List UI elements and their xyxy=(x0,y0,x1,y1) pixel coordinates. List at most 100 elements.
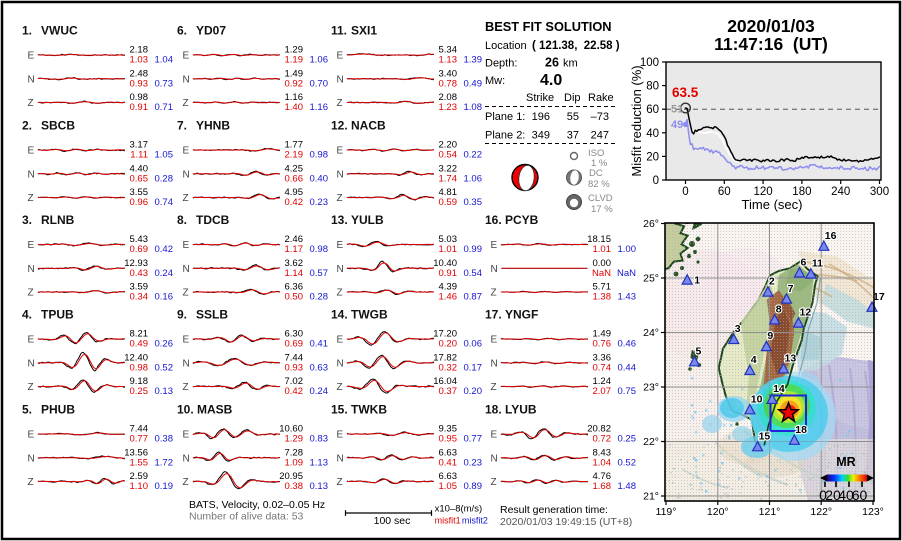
svg-text:0.13: 0.13 xyxy=(310,481,329,492)
svg-text:0.06: 0.06 xyxy=(464,339,483,350)
svg-text:0.52: 0.52 xyxy=(618,457,637,468)
svg-text:18.15: 18.15 xyxy=(587,234,611,245)
svg-text:N: N xyxy=(28,169,35,180)
svg-text:N: N xyxy=(28,264,35,275)
svg-text:121°: 121° xyxy=(759,506,781,518)
svg-text:0.38: 0.38 xyxy=(285,481,304,492)
svg-text:YHNB: YHNB xyxy=(196,119,230,133)
svg-text:6: 6 xyxy=(801,257,807,269)
svg-text:37: 37 xyxy=(567,130,579,142)
svg-text:RLNB: RLNB xyxy=(41,213,75,227)
svg-text:1.77: 1.77 xyxy=(285,140,304,151)
svg-text:Z: Z xyxy=(337,477,343,488)
svg-text:1.74: 1.74 xyxy=(439,173,458,184)
svg-text:13: 13 xyxy=(785,353,797,365)
svg-text:Dip: Dip xyxy=(564,92,581,104)
svg-text:4.25: 4.25 xyxy=(285,163,304,174)
svg-text:0.43: 0.43 xyxy=(130,268,149,279)
svg-text:N: N xyxy=(491,453,498,464)
svg-text:247: 247 xyxy=(591,130,609,142)
svg-text:3.62: 3.62 xyxy=(285,258,304,269)
svg-text:100: 100 xyxy=(640,57,659,69)
svg-text:16: 16 xyxy=(825,230,837,242)
svg-text:E: E xyxy=(183,430,190,441)
svg-text:9.: 9. xyxy=(177,308,187,322)
svg-text:0.57: 0.57 xyxy=(310,268,329,279)
svg-text:1.16: 1.16 xyxy=(310,102,329,113)
svg-text:Misfit reduction (%): Misfit reduction (%) xyxy=(629,65,644,176)
svg-text:Z: Z xyxy=(28,477,34,488)
svg-text:0.78: 0.78 xyxy=(439,78,458,89)
svg-text:0.46: 0.46 xyxy=(618,339,637,350)
svg-text:1.38: 1.38 xyxy=(593,292,612,303)
svg-text:12: 12 xyxy=(800,307,812,319)
svg-text:Z: Z xyxy=(28,193,34,204)
svg-text:1.49: 1.49 xyxy=(593,329,612,340)
svg-text:1.06: 1.06 xyxy=(310,55,329,66)
svg-text:9.35: 9.35 xyxy=(439,424,458,435)
svg-text:0.54: 0.54 xyxy=(464,268,483,279)
svg-text:49: 49 xyxy=(671,119,683,131)
svg-text:( 121.38, 22.58 ): ( 121.38, 22.58 ) xyxy=(532,40,620,52)
svg-text:Mw:: Mw: xyxy=(485,75,505,87)
svg-text:0.98: 0.98 xyxy=(130,362,149,373)
svg-text:0.41: 0.41 xyxy=(439,457,458,468)
svg-text:3: 3 xyxy=(735,323,741,335)
svg-text:N: N xyxy=(337,358,344,369)
svg-text:0: 0 xyxy=(653,175,659,187)
svg-text:MR: MR xyxy=(836,455,855,469)
svg-text:60: 60 xyxy=(852,487,868,503)
svg-text:3.: 3. xyxy=(22,213,32,227)
svg-text:4.40: 4.40 xyxy=(130,163,149,174)
svg-text:25°: 25° xyxy=(643,273,659,285)
svg-text:1 %: 1 % xyxy=(591,158,608,169)
svg-text:17 %: 17 % xyxy=(591,204,613,215)
svg-text:0.24: 0.24 xyxy=(155,268,174,279)
svg-text:20.82: 20.82 xyxy=(587,424,611,435)
svg-text:YULB: YULB xyxy=(351,213,384,227)
svg-text:4.81: 4.81 xyxy=(439,187,458,198)
svg-text:misfit1: misfit1 xyxy=(435,515,461,525)
svg-text:N: N xyxy=(337,74,344,85)
svg-text:1.13: 1.13 xyxy=(439,55,458,66)
svg-text:MASB: MASB xyxy=(197,403,233,417)
svg-text:TPUB: TPUB xyxy=(41,308,74,322)
svg-text:N: N xyxy=(183,264,190,275)
svg-text:1.29: 1.29 xyxy=(285,45,304,56)
svg-text:0.42: 0.42 xyxy=(285,386,304,397)
svg-text:0.49: 0.49 xyxy=(464,78,483,89)
svg-text:15.: 15. xyxy=(331,403,348,417)
svg-text:1.01: 1.01 xyxy=(439,244,458,255)
svg-text:0.22: 0.22 xyxy=(464,150,483,161)
svg-text:0.50: 0.50 xyxy=(285,292,304,303)
svg-text:17.82: 17.82 xyxy=(433,352,457,363)
svg-text:3.55: 3.55 xyxy=(130,187,149,198)
svg-text:Z: Z xyxy=(491,477,497,488)
svg-text:6.63: 6.63 xyxy=(439,447,458,458)
svg-text:N: N xyxy=(183,169,190,180)
svg-text:Z: Z xyxy=(491,288,497,299)
svg-text:8.43: 8.43 xyxy=(593,447,612,458)
svg-text:20: 20 xyxy=(646,151,659,163)
svg-text:7.44: 7.44 xyxy=(130,424,149,435)
svg-text:1.40: 1.40 xyxy=(285,102,304,113)
svg-text:0.93: 0.93 xyxy=(130,78,149,89)
svg-text:1: 1 xyxy=(694,275,700,287)
svg-text:0.71: 0.71 xyxy=(155,102,174,113)
svg-text:1.04: 1.04 xyxy=(155,55,174,66)
svg-text:1.05: 1.05 xyxy=(439,481,458,492)
svg-text:E: E xyxy=(28,430,35,441)
svg-text:1.05: 1.05 xyxy=(155,150,174,161)
svg-text:3.17: 3.17 xyxy=(130,140,149,151)
svg-text:13.: 13. xyxy=(331,213,348,227)
svg-text:3.36: 3.36 xyxy=(593,352,612,363)
svg-text:2.18: 2.18 xyxy=(130,45,149,56)
svg-text:10.: 10. xyxy=(177,403,194,417)
svg-text:N: N xyxy=(337,169,344,180)
svg-text:17.: 17. xyxy=(485,308,502,322)
svg-text:23°: 23° xyxy=(643,382,659,394)
svg-text:2.46: 2.46 xyxy=(285,234,304,245)
svg-text:2.20: 2.20 xyxy=(439,140,458,151)
svg-text:6.30: 6.30 xyxy=(285,329,304,340)
svg-text:4: 4 xyxy=(751,354,757,366)
